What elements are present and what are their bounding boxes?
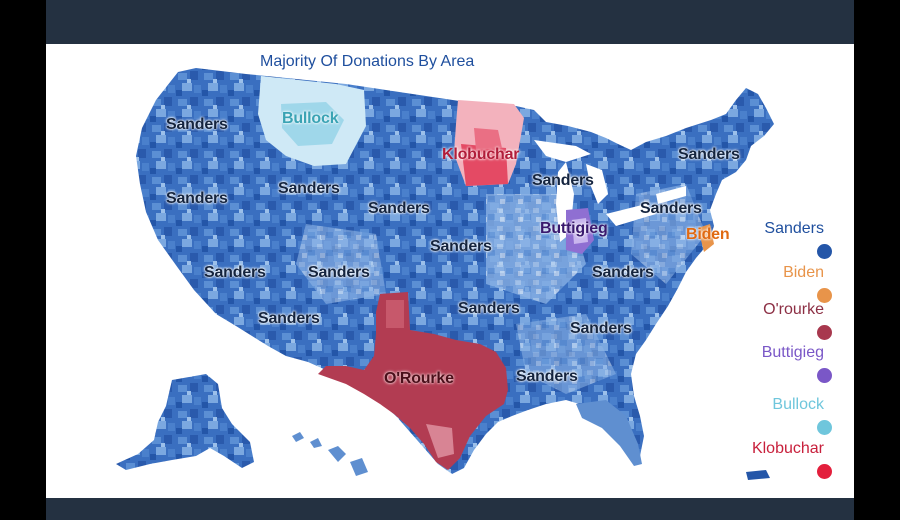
orourke-region bbox=[318, 292, 508, 470]
region-label: Sanders bbox=[516, 368, 578, 385]
legend-label: Biden bbox=[783, 264, 824, 281]
region-label: Biden bbox=[686, 226, 730, 243]
legend-label: Bullock bbox=[772, 396, 824, 413]
hawaii bbox=[310, 438, 322, 448]
region-label: Sanders bbox=[166, 116, 228, 133]
region-label: Sanders bbox=[258, 310, 320, 327]
great-lakes bbox=[656, 186, 686, 204]
legend-label: Buttigieg bbox=[761, 344, 824, 361]
region-label: Sanders bbox=[458, 300, 520, 317]
region-label: Sanders bbox=[532, 172, 594, 189]
region-label: O'Rourke bbox=[384, 370, 454, 387]
hawaii bbox=[328, 446, 346, 462]
klobuchar-region bbox=[461, 144, 508, 186]
orourke-region bbox=[386, 300, 404, 328]
region-label: Sanders bbox=[368, 200, 430, 217]
region-label: Sanders bbox=[308, 264, 370, 281]
bullock-region bbox=[281, 102, 344, 146]
top-bar bbox=[46, 0, 854, 44]
light-patch bbox=[516, 314, 616, 394]
map-title: Majority Of Donations By Area bbox=[260, 53, 475, 70]
legend-dot bbox=[817, 288, 832, 303]
alaska bbox=[116, 374, 254, 470]
great-lakes bbox=[586, 164, 608, 204]
region-label: Sanders bbox=[278, 180, 340, 197]
bottom-bar bbox=[46, 498, 854, 520]
legend-dot bbox=[817, 420, 832, 435]
hawaii bbox=[292, 432, 304, 442]
legend-label: O'rourke bbox=[763, 301, 824, 318]
legend-label: Klobuchar bbox=[751, 440, 824, 457]
klobuchar-region bbox=[474, 128, 502, 150]
legend-dot bbox=[817, 464, 832, 479]
region-label: Sanders bbox=[166, 190, 228, 207]
region-label: Buttigieg bbox=[540, 220, 608, 237]
region-label: Sanders bbox=[430, 238, 492, 255]
legend-label: Sanders bbox=[764, 220, 824, 237]
great-lakes bbox=[534, 140, 591, 162]
region-label: Sanders bbox=[570, 320, 632, 337]
legend-dot bbox=[817, 368, 832, 383]
great-lakes bbox=[606, 204, 656, 226]
region-label: Sanders bbox=[204, 264, 266, 281]
region-label: Klobuchar bbox=[442, 146, 520, 163]
orourke-region bbox=[426, 424, 454, 458]
region-label: Sanders bbox=[678, 146, 740, 163]
map-canvas: Majority Of Donations By Area bbox=[46, 44, 854, 498]
puerto-rico bbox=[746, 470, 770, 480]
region-label: Sanders bbox=[640, 200, 702, 217]
legend-dot bbox=[817, 244, 832, 259]
florida bbox=[576, 400, 642, 466]
light-patch bbox=[296, 224, 386, 304]
region-label: Sanders bbox=[592, 264, 654, 281]
hawaii bbox=[350, 458, 368, 476]
buttigieg-region bbox=[572, 218, 588, 244]
legend-dot bbox=[817, 325, 832, 340]
region-label: Bullock bbox=[282, 110, 339, 127]
us-map bbox=[116, 68, 774, 480]
biden-region bbox=[698, 224, 714, 252]
